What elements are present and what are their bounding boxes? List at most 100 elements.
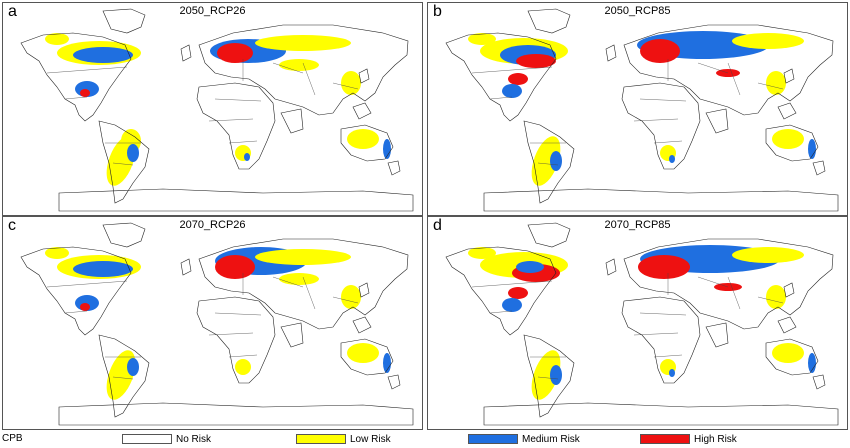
landmass-outline — [198, 238, 409, 330]
risk-area — [468, 247, 496, 259]
landmass-outline — [623, 24, 834, 116]
landmass-outline — [812, 374, 826, 390]
map-panel-b: b 2050_RCP85 — [427, 2, 848, 216]
country-border — [489, 96, 513, 100]
risk-area — [80, 303, 90, 311]
panel-title: 2050_RCP85 — [604, 5, 671, 17]
risk-area — [341, 285, 361, 309]
risk-area — [502, 298, 522, 312]
coastlines — [445, 8, 839, 212]
risk-area — [669, 369, 675, 377]
landmass-outline — [623, 238, 834, 330]
country-border — [537, 376, 559, 380]
country-border — [46, 66, 128, 74]
risk-area — [766, 71, 786, 95]
legend-item-no-risk: No Risk — [122, 433, 211, 445]
landmass-outline — [340, 338, 394, 376]
risk-area — [516, 261, 544, 273]
landmass-outline — [812, 160, 826, 176]
country-border — [208, 332, 254, 336]
country-border — [302, 62, 316, 96]
risk-area — [347, 343, 379, 363]
landmass-outline — [783, 282, 795, 298]
risk-area — [531, 350, 561, 400]
landmass-outline — [705, 108, 729, 134]
landmass-outline — [523, 120, 575, 204]
world-map — [445, 222, 839, 426]
panel-letter: c — [8, 217, 16, 234]
world-map — [20, 222, 414, 426]
risk-area — [279, 273, 319, 285]
landmass-outline — [98, 334, 150, 418]
country-border — [757, 82, 784, 90]
landmass-outline — [387, 374, 401, 390]
risk-area — [45, 33, 69, 45]
risk-area — [244, 153, 250, 161]
panel-letter: a — [8, 3, 17, 20]
risk-area — [550, 365, 562, 385]
landmass-outline — [605, 44, 617, 62]
risk-areas — [45, 247, 391, 400]
risk-area — [127, 358, 139, 376]
risk-area — [638, 255, 690, 279]
risk-areas — [468, 245, 816, 400]
risk-area — [669, 155, 675, 163]
landmass-outline — [98, 120, 150, 204]
risk-area — [215, 255, 255, 279]
risk-area — [127, 144, 139, 162]
risk-area — [732, 247, 804, 263]
coastlines — [445, 222, 839, 426]
country-border — [633, 332, 679, 336]
risk-area — [235, 359, 251, 375]
country-border — [727, 62, 741, 96]
landmass-outline — [783, 68, 795, 84]
country-border — [302, 276, 316, 310]
legend: CPB No Risk Low Risk Medium Risk High Ri… — [0, 430, 850, 448]
landmass-outline — [765, 338, 819, 376]
landmass-outline — [20, 32, 132, 122]
legend-item-low-risk: Low Risk — [296, 433, 391, 445]
risk-area — [772, 129, 804, 149]
risk-area — [508, 287, 528, 299]
country-border — [653, 140, 683, 144]
landmass-outline — [280, 108, 304, 134]
coastlines — [20, 222, 414, 426]
landmass-outline — [483, 188, 839, 212]
country-border — [112, 162, 134, 166]
coastlines — [20, 8, 414, 212]
landmass-outline — [20, 246, 132, 336]
legend-item-medium-risk: Medium Risk — [468, 433, 580, 445]
landmass-outline — [180, 44, 192, 62]
risk-area — [808, 353, 816, 373]
panel-letter: b — [433, 3, 442, 20]
landmass-outline — [527, 222, 571, 248]
landmass-outline — [483, 402, 839, 426]
risk-areas — [468, 31, 816, 186]
landmass-outline — [58, 402, 414, 426]
legend-swatch — [122, 434, 172, 444]
country-border — [228, 140, 258, 144]
map-panel-d: d 2070_RCP85 — [427, 216, 848, 430]
country-border — [639, 98, 687, 102]
risk-area — [772, 343, 804, 363]
map-panel-c: c 2070_RCP26 — [2, 216, 423, 430]
country-border — [489, 310, 513, 314]
risk-area — [347, 129, 379, 149]
risk-area — [255, 249, 351, 265]
country-border — [64, 96, 88, 100]
risk-area — [73, 47, 133, 63]
country-border — [272, 62, 304, 74]
landmass-outline — [196, 296, 276, 384]
legend-label: Medium Risk — [522, 433, 580, 445]
legend-label: Low Risk — [350, 433, 391, 445]
landmass-outline — [352, 102, 372, 120]
legend-label: High Risk — [694, 433, 737, 445]
risk-area — [468, 33, 496, 45]
risk-area — [45, 247, 69, 259]
landmass-outline — [180, 258, 192, 276]
risk-area — [80, 89, 90, 97]
country-border — [64, 310, 88, 314]
landmass-outline — [352, 316, 372, 334]
panel-letter: d — [433, 217, 442, 234]
risk-area — [255, 35, 351, 51]
